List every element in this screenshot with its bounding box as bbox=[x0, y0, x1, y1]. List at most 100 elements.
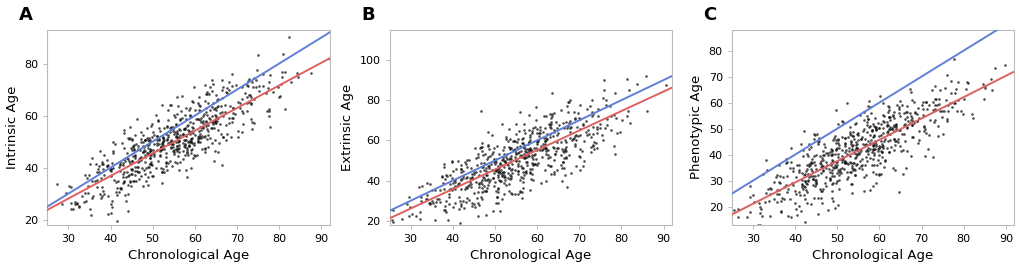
Point bbox=[181, 132, 198, 136]
Point bbox=[529, 131, 545, 135]
Point bbox=[182, 115, 199, 119]
Point bbox=[162, 159, 178, 163]
Point bbox=[875, 139, 892, 144]
Point bbox=[180, 139, 197, 144]
Point bbox=[799, 152, 815, 156]
Point bbox=[215, 135, 231, 139]
Point bbox=[95, 189, 111, 193]
Point bbox=[192, 125, 208, 129]
Point bbox=[512, 177, 528, 182]
Point bbox=[158, 124, 174, 128]
Point bbox=[209, 150, 225, 154]
Point bbox=[240, 84, 257, 88]
Point bbox=[805, 154, 821, 158]
Point bbox=[519, 155, 535, 159]
Point bbox=[572, 168, 588, 172]
Point bbox=[913, 102, 929, 107]
Point bbox=[436, 207, 452, 212]
Point bbox=[857, 173, 873, 177]
Point bbox=[242, 100, 258, 105]
Point bbox=[598, 116, 614, 121]
Point bbox=[819, 208, 836, 213]
Point bbox=[842, 170, 858, 174]
Point bbox=[507, 158, 524, 162]
Point bbox=[865, 147, 881, 151]
Point bbox=[874, 113, 891, 117]
Point bbox=[545, 172, 561, 176]
Point bbox=[524, 167, 540, 171]
Point bbox=[140, 183, 156, 187]
Point bbox=[458, 162, 474, 166]
Point bbox=[522, 148, 538, 152]
Point bbox=[98, 164, 114, 168]
Point bbox=[137, 153, 153, 158]
Point bbox=[443, 159, 460, 163]
Point bbox=[772, 209, 789, 213]
Point bbox=[813, 189, 829, 193]
Point bbox=[142, 156, 158, 161]
Point bbox=[115, 179, 131, 183]
Point bbox=[143, 153, 159, 157]
Point bbox=[280, 35, 297, 39]
Point bbox=[233, 109, 250, 113]
Point bbox=[597, 98, 613, 102]
Point bbox=[846, 151, 862, 155]
Point bbox=[393, 217, 410, 221]
Point bbox=[503, 162, 520, 166]
Point bbox=[532, 147, 548, 152]
Point bbox=[88, 162, 104, 166]
Point bbox=[162, 140, 178, 144]
Point bbox=[842, 139, 858, 143]
Point bbox=[124, 144, 141, 149]
Point bbox=[132, 155, 149, 159]
Point bbox=[794, 148, 810, 152]
Point bbox=[506, 148, 523, 153]
Point bbox=[799, 182, 815, 186]
Point bbox=[178, 146, 195, 150]
Point bbox=[243, 95, 259, 99]
Point bbox=[469, 196, 485, 200]
Point bbox=[431, 200, 447, 204]
Point bbox=[202, 107, 218, 112]
Point bbox=[838, 170, 854, 174]
Point bbox=[143, 161, 159, 166]
Point bbox=[131, 170, 148, 174]
Point bbox=[96, 153, 112, 158]
Point bbox=[810, 136, 826, 140]
Point bbox=[858, 159, 874, 163]
Point bbox=[825, 163, 842, 168]
Point bbox=[557, 155, 574, 159]
Point bbox=[823, 149, 840, 153]
Point bbox=[459, 175, 475, 179]
Point bbox=[234, 97, 251, 101]
Point bbox=[494, 174, 511, 178]
Point bbox=[223, 135, 239, 139]
Point bbox=[428, 225, 444, 229]
Point bbox=[554, 159, 571, 164]
Point bbox=[466, 227, 482, 232]
Point bbox=[539, 156, 555, 161]
Point bbox=[884, 125, 901, 129]
Point bbox=[140, 138, 156, 143]
Point bbox=[575, 159, 591, 163]
Point bbox=[945, 57, 961, 61]
Point bbox=[886, 139, 902, 143]
Point bbox=[224, 106, 240, 110]
Point bbox=[490, 151, 506, 156]
Point bbox=[909, 106, 925, 110]
Point bbox=[578, 133, 594, 137]
Point bbox=[518, 169, 534, 173]
Point bbox=[556, 173, 573, 177]
Point bbox=[527, 157, 543, 161]
Point bbox=[522, 146, 538, 151]
Point bbox=[462, 176, 478, 181]
Point bbox=[866, 116, 882, 120]
Point bbox=[843, 161, 859, 165]
Point bbox=[564, 138, 580, 142]
Point bbox=[151, 126, 167, 131]
Point bbox=[150, 138, 166, 142]
Point bbox=[864, 148, 880, 152]
Point bbox=[437, 173, 453, 177]
Point bbox=[802, 160, 818, 165]
Point bbox=[537, 146, 553, 150]
